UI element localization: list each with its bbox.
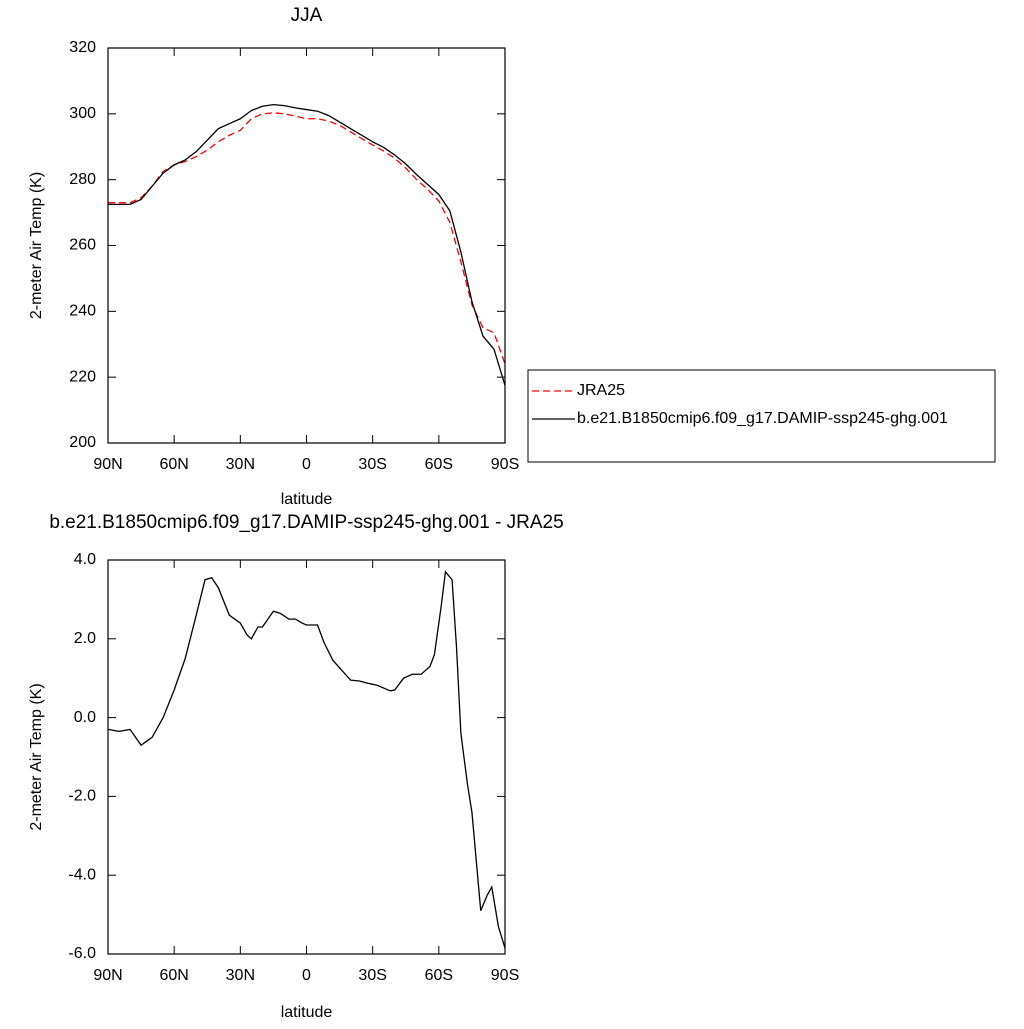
y-tick-label: 260 [69, 237, 96, 254]
chart-title: JJA [291, 5, 323, 26]
x-tick-label: 30S [358, 456, 386, 473]
x-tick-label: 30N [226, 967, 255, 984]
data-line [108, 112, 506, 365]
x-tick-label: 30N [226, 456, 255, 473]
y-tick-label: -6.0 [68, 945, 96, 962]
x-tick-label: 60S [425, 967, 453, 984]
y-tick-label: -2.0 [68, 788, 96, 805]
x-tick-label: 0 [302, 967, 311, 984]
legend-label: JRA25 [577, 382, 625, 399]
x-axis-label: latitude [281, 1004, 333, 1021]
x-tick-label: 60S [425, 456, 453, 473]
x-tick-label: 60N [159, 967, 188, 984]
y-tick-label: 220 [69, 368, 96, 385]
x-tick-label: 90N [93, 967, 122, 984]
y-tick-label: -4.0 [68, 866, 96, 883]
legend-box [527, 369, 996, 463]
y-tick-label: 4.0 [74, 551, 96, 568]
x-axis-label: latitude [281, 491, 333, 508]
x-tick-label: 30S [358, 967, 386, 984]
plot-frame [107, 559, 506, 955]
y-tick-label: 300 [69, 105, 96, 122]
y-tick-label: 240 [69, 303, 96, 320]
x-tick-label: 60N [159, 456, 188, 473]
chart-title: b.e21.B1850cmip6.f09_g17.DAMIP-ssp245-gh… [49, 512, 563, 533]
y-axis-label: 2-meter Air Temp (K) [28, 683, 45, 830]
plot-frame [107, 47, 506, 444]
data-line [108, 103, 506, 386]
y-tick-label: 280 [69, 171, 96, 188]
data-line [107, 570, 506, 949]
x-tick-label: 90S [491, 967, 519, 984]
y-tick-label: 200 [69, 434, 96, 451]
y-tick-label: 320 [69, 39, 96, 56]
x-tick-label: 90S [491, 456, 519, 473]
x-tick-label: 0 [302, 456, 311, 473]
y-axis-label: 2-meter Air Temp (K) [28, 172, 45, 319]
y-tick-label: 2.0 [74, 630, 96, 647]
y-tick-label: 0.0 [74, 709, 96, 726]
legend-label: b.e21.B1850cmip6.f09_g17.DAMIP-ssp245-gh… [577, 410, 948, 427]
x-tick-label: 90N [93, 456, 122, 473]
